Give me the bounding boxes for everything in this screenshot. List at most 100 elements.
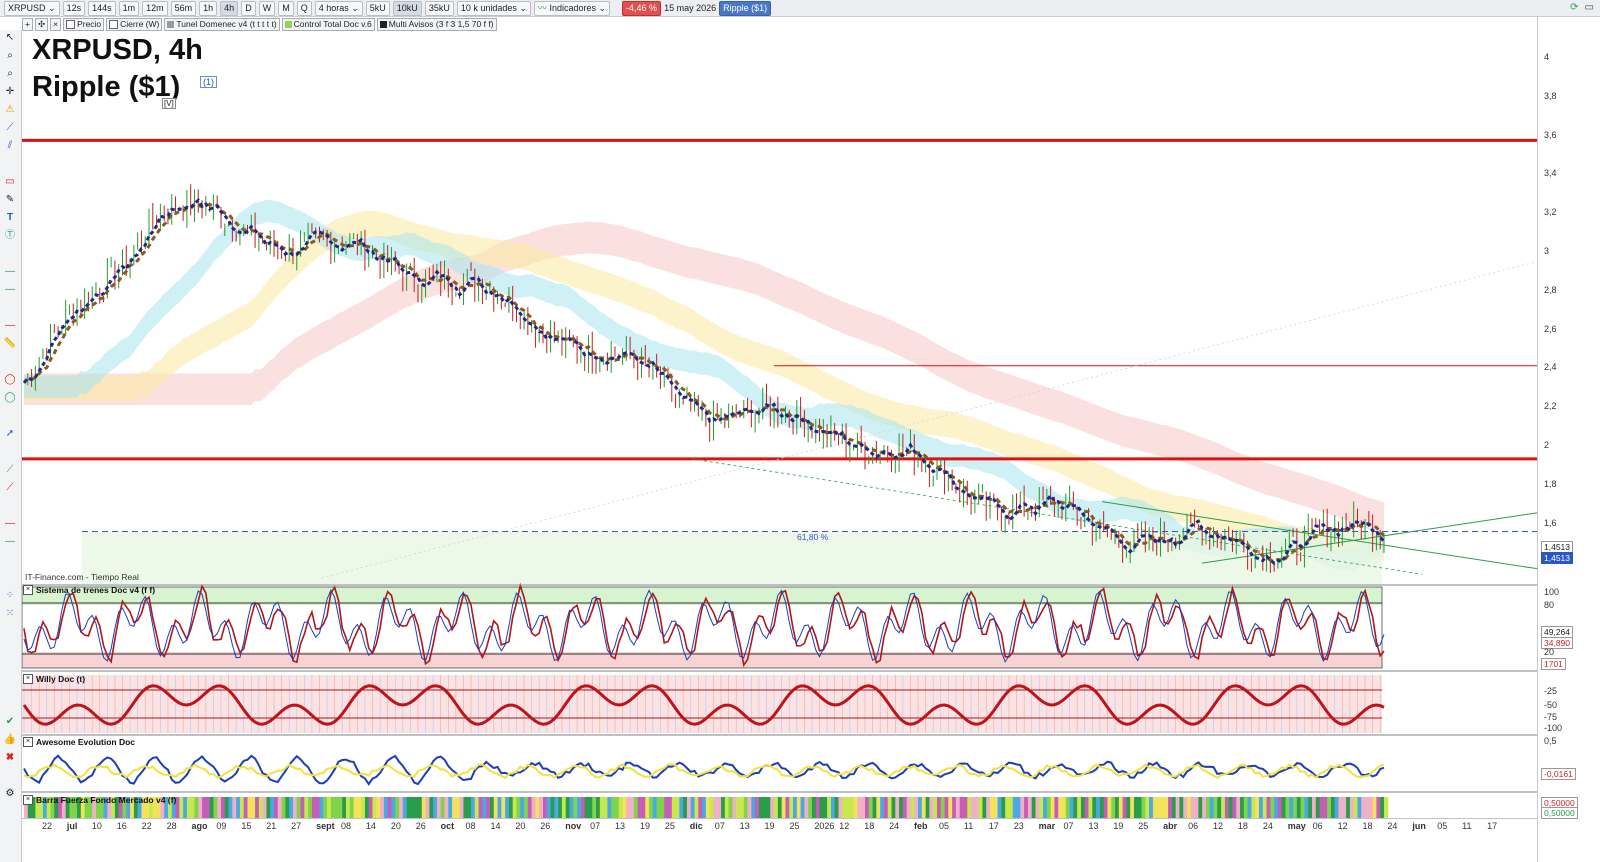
tf-1h-button[interactable]: 1h [199, 0, 218, 16]
p4-bar [486, 797, 491, 819]
add-indicator-button[interactable]: + [22, 17, 33, 31]
tf-w-button[interactable]: W [258, 0, 276, 16]
p2-line [22, 684, 1385, 726]
units-select[interactable]: 10 k unidades ⌄ [456, 0, 531, 16]
close-icon[interactable]: × [23, 795, 33, 805]
tf-q-button[interactable]: Q [296, 0, 312, 16]
p4-bar [152, 797, 158, 819]
p4-bar [77, 797, 82, 819]
ruler-icon[interactable]: 📏 [3, 338, 17, 349]
p4-bar [997, 797, 1002, 819]
ellipse-green-icon[interactable]: ◯ [4, 392, 16, 403]
note-marker[interactable]: (1) [200, 76, 217, 88]
chart-title-line2: Ripple ($1) [32, 71, 181, 103]
hline-red-icon[interactable]: ― [5, 320, 15, 331]
close-icon[interactable]: × [23, 585, 33, 595]
p4-bar [963, 797, 968, 819]
indicator-chip-tunel[interactable]: Tunel Domenec v4 (t t t t t) [164, 17, 280, 31]
check-icon[interactable]: ✔ [5, 716, 15, 727]
p4-bar [224, 797, 230, 819]
p4-bar [118, 797, 123, 819]
timeframe-select[interactable]: 4 horas ⌄ [314, 0, 363, 16]
p4-bar [762, 797, 767, 819]
label-icon[interactable]: Ⓣ [5, 230, 15, 241]
p4-bar [577, 797, 582, 819]
p4-bar [747, 797, 752, 819]
close-icon[interactable]: × [23, 674, 33, 684]
date-tick: 16 [116, 821, 127, 831]
price-chart[interactable] [22, 30, 1537, 819]
swatch-icon [379, 20, 387, 28]
trendline-icon[interactable]: ⟋ [6, 122, 14, 133]
indicator-chip-precio[interactable]: Precio [63, 17, 105, 31]
unit-35ku-button[interactable]: 35kU [424, 0, 454, 16]
tf-4h-button[interactable]: 4h [220, 0, 239, 16]
alert-icon[interactable]: ⚠ [5, 104, 15, 115]
zoom-out-icon[interactable]: ⌕ [7, 68, 13, 79]
rectangle-icon[interactable]: ▭ [5, 176, 15, 187]
tf-d-button[interactable]: D [241, 0, 256, 16]
thumbs-icon[interactable]: 👍 [3, 734, 17, 745]
p4-bar [660, 797, 665, 819]
minimize-icon[interactable]: ▭ [1584, 2, 1594, 13]
tf-12m-button[interactable]: 12m [142, 0, 168, 16]
close-icon[interactable]: × [23, 737, 33, 747]
refresh-icon[interactable]: ⟳ [1570, 2, 1579, 13]
tf-1m-button[interactable]: 1m [118, 0, 140, 16]
p1-frame [22, 586, 1383, 669]
settings-icon[interactable]: ⚙ [5, 788, 15, 799]
p4-bar [921, 797, 927, 819]
indicators-button[interactable]: 〰 Indicadores ⌄ [533, 0, 611, 16]
p4-bar [361, 797, 366, 819]
tf-m-button[interactable]: M [278, 0, 294, 16]
dots-icon[interactable]: ⁘ [5, 590, 15, 601]
p4-bar [546, 797, 552, 819]
indicator-chip-control[interactable]: Control Total Doc v.6 [281, 17, 375, 31]
indicator-chip-multiavisos[interactable]: Multi Avisos (3 f 3 1,5 70 f f) [376, 17, 497, 31]
p2-bg [22, 675, 1382, 733]
date-tick: 14 [490, 821, 501, 831]
hline-dash-icon[interactable]: ― [5, 518, 15, 529]
delete-icon[interactable]: ✖ [5, 752, 15, 763]
crosshair-icon[interactable]: ✛ [5, 86, 15, 97]
p4-bar [160, 797, 165, 819]
tf-144s-button[interactable]: 144s [88, 0, 116, 16]
symbol-select[interactable]: XRPUSD ⌄ [4, 0, 60, 16]
date-tick: 25 [789, 821, 800, 831]
close-icon[interactable]: × [50, 17, 62, 31]
date-axis[interactable]: 22 jul 10 16 22 28 ago 09 15 21 27 sept 08 14 20 26 oct 0… [22, 818, 1537, 845]
p3-value-label: -0,0161 [1541, 768, 1576, 780]
arrow-icon[interactable]: ➚ [5, 428, 15, 439]
p4-bar [815, 797, 821, 819]
p4-bar [425, 797, 430, 819]
unit-5ku-button[interactable]: 5kU [365, 0, 390, 16]
ellipse-icon[interactable]: ◯ [4, 374, 16, 385]
move-icon[interactable]: ✣ [34, 17, 49, 31]
indicator-chip-cierre[interactable]: Cierre (W) [106, 17, 163, 31]
p4-bar [800, 797, 805, 819]
date-tick: 11 [1462, 821, 1472, 831]
tf-12s-button[interactable]: 12s [62, 0, 86, 16]
hline-dash-green-icon[interactable]: ― [5, 536, 15, 547]
cursor-icon[interactable]: ↖ [5, 32, 15, 43]
tf-56m-button[interactable]: 56m [170, 0, 197, 16]
price-scale[interactable]: 4 3,8 3,6 3,4 3,2 3 2,8 2,6 2,4 2,2 2 1,8 1,6 1,4513… [1537, 17, 1600, 862]
text-icon[interactable]: T [6, 212, 14, 223]
line-red-icon[interactable]: ⟋ [6, 482, 14, 493]
p4-bar [1243, 797, 1249, 819]
hline-icon[interactable]: ― [5, 266, 15, 277]
zoom-icon[interactable]: ⌕ [7, 50, 13, 61]
scatter-icon[interactable]: ⁙ [5, 608, 15, 619]
p4-bar [289, 797, 294, 819]
hline-green-icon[interactable]: ― [5, 284, 15, 295]
channel-icon[interactable]: ⫽ [7, 140, 13, 151]
p4-bar [402, 797, 408, 819]
line-green-icon[interactable]: ⟋ [6, 464, 14, 475]
p4-bar [228, 797, 233, 819]
p4-bar [1164, 797, 1169, 819]
pen-icon[interactable]: ✎ [5, 194, 15, 205]
signal-marker[interactable]: [V] [162, 98, 176, 109]
unit-10ku-button[interactable]: 10kU [392, 0, 422, 16]
p4-bar [861, 797, 866, 819]
p4-bar [251, 797, 256, 819]
